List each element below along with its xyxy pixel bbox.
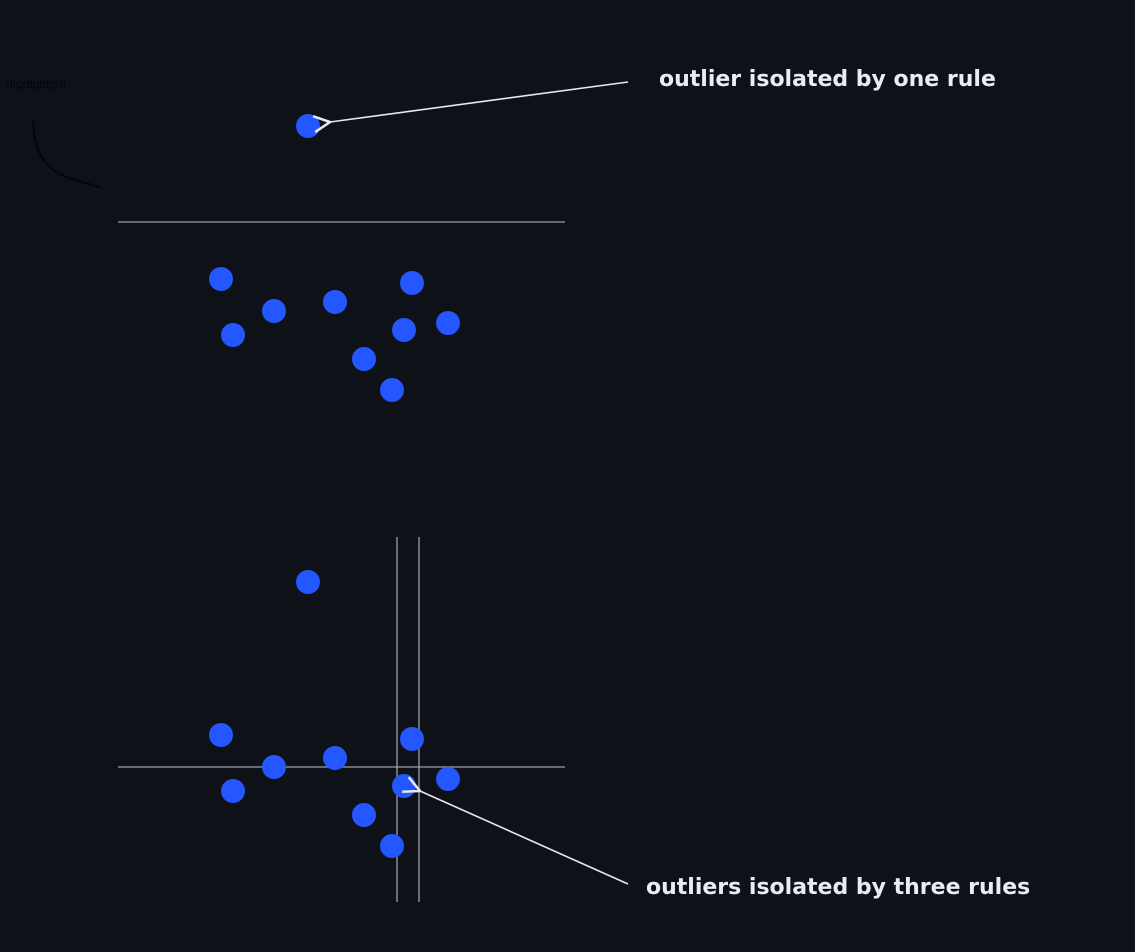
data-point	[392, 774, 416, 798]
three-rules-panel: outliers isolated by three rules	[118, 537, 1030, 902]
data-point	[323, 290, 347, 314]
data-point	[352, 347, 376, 371]
data-point	[323, 746, 347, 770]
annotation-arrow	[330, 81, 629, 122]
data-point	[262, 299, 286, 323]
outlier-point	[296, 570, 320, 594]
data-point	[380, 834, 404, 858]
data-point	[380, 378, 404, 402]
points-group	[209, 570, 460, 858]
data-point	[221, 323, 245, 347]
bottom-annotation-label: outliers isolated by three rules	[646, 875, 1030, 900]
data-point	[221, 779, 245, 803]
outlier-point	[296, 114, 320, 138]
data-point	[262, 755, 286, 779]
data-point	[209, 267, 233, 291]
data-point	[209, 723, 233, 747]
data-point	[352, 803, 376, 827]
scribble-text: dfgdfgdfgdf	[6, 77, 67, 91]
points-group	[209, 114, 460, 402]
scribble-doodle: dfgdfgdfgdf	[6, 77, 101, 189]
annotation-arrow	[420, 791, 629, 885]
scribble-stroke	[31, 119, 101, 189]
data-point	[436, 767, 460, 791]
one-rule-panel: outlier isolated by one rule	[118, 67, 996, 402]
top-annotation-label: outlier isolated by one rule	[659, 67, 996, 92]
data-point	[392, 318, 416, 342]
data-point	[400, 727, 424, 751]
data-point	[436, 311, 460, 335]
data-point	[400, 271, 424, 295]
